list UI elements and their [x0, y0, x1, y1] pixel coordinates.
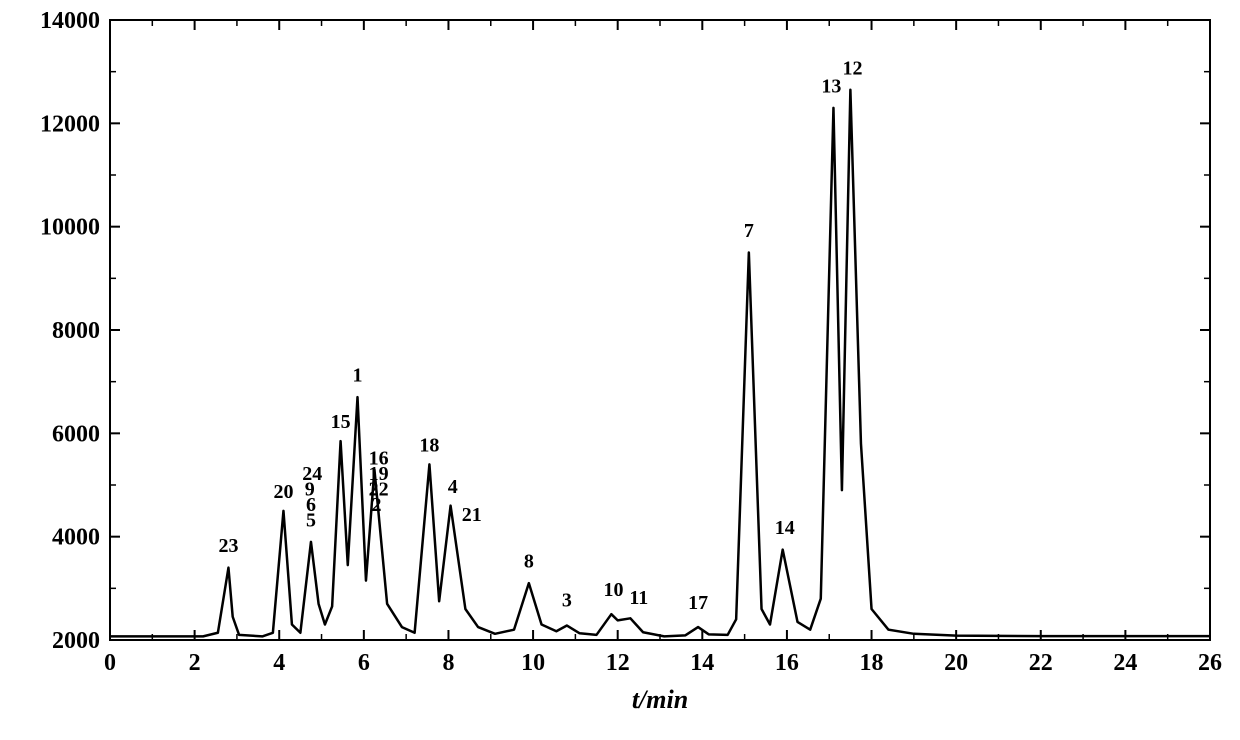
plot-border: [110, 20, 1210, 640]
peak-label: 4: [448, 476, 458, 498]
x-tick-label: 22: [1029, 650, 1053, 676]
x-tick-label: 6: [358, 650, 370, 676]
x-tick-label: 8: [442, 650, 454, 676]
y-tick-label: 6000: [52, 421, 100, 447]
x-tick-label: 12: [606, 650, 630, 676]
x-tick-label: 14: [690, 650, 714, 676]
chart-svg: 0246810121416182022242620004000600080001…: [0, 0, 1240, 740]
peak-label: 12: [843, 57, 863, 79]
peak-label: 1: [353, 365, 363, 387]
chromatogram-trace: [110, 90, 1210, 637]
peak-label: 15: [331, 411, 351, 433]
x-tick-label: 0: [104, 650, 116, 676]
peak-label: 13: [821, 75, 841, 97]
peak-label: 23: [218, 535, 238, 557]
y-tick-label: 4000: [52, 525, 100, 551]
y-tick-label: 10000: [40, 215, 100, 241]
peak-label: 16: [369, 447, 389, 469]
peak-label: 21: [462, 504, 482, 526]
x-tick-label: 18: [860, 650, 884, 676]
peak-label: 3: [562, 589, 572, 611]
peak-label: 7: [744, 220, 754, 242]
peak-label: 17: [688, 592, 708, 614]
chromatogram-chart: 0246810121416182022242620004000600080001…: [0, 0, 1240, 740]
peak-label: 8: [524, 551, 534, 573]
y-tick-label: 8000: [52, 318, 100, 344]
peak-label: 18: [419, 434, 439, 456]
x-tick-label: 10: [521, 650, 545, 676]
peak-label: 11: [629, 587, 648, 609]
x-tick-label: 24: [1113, 650, 1137, 676]
x-tick-label: 16: [775, 650, 799, 676]
x-tick-label: 26: [1198, 650, 1222, 676]
peak-label: 10: [603, 579, 623, 601]
y-tick-label: 12000: [40, 111, 100, 137]
peak-label: 24: [302, 463, 322, 485]
peak-label: 14: [775, 517, 795, 539]
x-axis-title: t/min: [632, 685, 688, 714]
y-tick-label: 2000: [52, 628, 100, 654]
x-tick-label: 2: [189, 650, 201, 676]
x-tick-label: 4: [273, 650, 285, 676]
x-tick-label: 20: [944, 650, 968, 676]
y-tick-label: 14000: [40, 8, 100, 34]
peak-label: 20: [273, 481, 293, 503]
